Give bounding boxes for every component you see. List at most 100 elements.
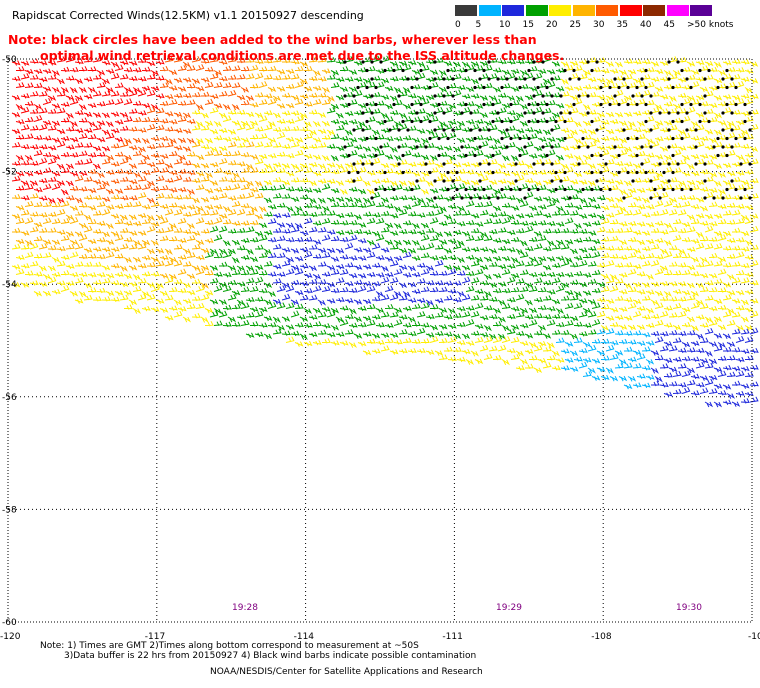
wind-barb — [366, 319, 376, 326]
contamination-circle — [451, 196, 455, 200]
wind-barb — [119, 112, 129, 118]
wind-barb — [677, 330, 687, 337]
wind-barb — [56, 107, 66, 114]
wind-barb — [416, 176, 426, 183]
wind-barb — [582, 104, 591, 111]
wind-barb — [654, 68, 664, 75]
wind-barb — [128, 108, 138, 114]
wind-barb — [704, 176, 714, 182]
wind-barb — [524, 299, 534, 306]
wind-barb — [537, 153, 547, 159]
wind-barb — [87, 168, 97, 175]
wind-barb — [245, 57, 255, 63]
wind-barb — [200, 210, 210, 216]
wind-barb — [96, 172, 106, 179]
wind-barb — [542, 264, 552, 271]
wind-barb — [159, 167, 169, 173]
wind-barb — [132, 240, 142, 246]
wind-barb — [672, 202, 682, 209]
wind-barb — [155, 107, 165, 114]
wind-barb — [114, 290, 124, 296]
wind-barb — [744, 240, 754, 246]
wind-barb — [443, 264, 453, 271]
wind-barb — [344, 76, 354, 82]
wind-barb — [740, 316, 750, 323]
lat-tick-label: -52 — [2, 168, 17, 178]
wind-barb — [501, 325, 510, 332]
wind-barb — [596, 144, 606, 151]
wind-barb — [573, 237, 583, 244]
wind-barb — [353, 299, 363, 305]
wind-barb — [263, 282, 273, 289]
wind-barb — [465, 200, 475, 207]
wind-barb — [600, 338, 610, 345]
wind-barb — [312, 170, 322, 177]
wind-barb — [375, 217, 385, 224]
wind-barb — [609, 68, 619, 74]
wind-barb — [132, 308, 142, 315]
wind-barb — [281, 212, 291, 218]
wind-barb — [362, 211, 372, 217]
contamination-circle — [559, 94, 563, 98]
wind-barb — [132, 87, 142, 94]
wind-barb — [240, 66, 250, 72]
wind-barb — [290, 73, 300, 80]
wind-barb — [695, 347, 705, 354]
wind-barb — [402, 135, 412, 141]
wind-barb — [573, 321, 583, 328]
wind-barb — [231, 82, 241, 88]
wind-barb — [371, 212, 381, 218]
wind-barb — [474, 302, 484, 309]
wind-barb — [204, 237, 214, 244]
wind-barb — [47, 244, 57, 251]
wind-barb — [447, 238, 457, 244]
wind-barb — [195, 302, 205, 309]
wind-barb — [60, 270, 70, 276]
contamination-circle — [698, 68, 702, 73]
wind-barb — [546, 99, 556, 106]
wind-barb — [164, 78, 173, 85]
wind-barb — [267, 153, 277, 159]
wind-barb — [618, 254, 628, 261]
wind-barb — [120, 227, 129, 234]
wind-barb — [582, 202, 592, 208]
wind-barb — [371, 146, 381, 152]
wind-barb — [92, 246, 102, 252]
contamination-circle — [374, 102, 378, 107]
wind-barb — [285, 153, 295, 159]
wind-barb — [569, 60, 579, 67]
wind-barb — [326, 281, 336, 288]
wind-barb — [663, 305, 673, 311]
wind-barb — [137, 212, 147, 219]
wind-barb — [20, 180, 30, 186]
wind-barb — [740, 93, 750, 99]
wind-barb — [276, 86, 286, 92]
wind-barb — [173, 259, 183, 267]
wind-barb — [749, 93, 759, 100]
contamination-circle — [478, 145, 482, 149]
wind-barb — [681, 269, 691, 275]
wind-barb — [740, 110, 750, 117]
wind-barb — [317, 261, 327, 267]
wind-barb — [519, 70, 529, 76]
wind-barb — [146, 293, 156, 301]
wind-barb — [51, 137, 61, 143]
contamination-circle — [532, 162, 536, 166]
contamination-circle — [401, 119, 405, 124]
wind-barb — [708, 305, 718, 312]
contamination-circle — [541, 162, 545, 166]
wind-barb — [533, 243, 543, 250]
contamination-circle — [685, 111, 689, 115]
wind-barb — [119, 91, 129, 98]
contamination-circle — [577, 77, 581, 81]
wind-barb — [407, 144, 417, 151]
wind-barb — [600, 166, 610, 173]
wind-barb — [524, 141, 534, 148]
wind-barb — [281, 126, 291, 132]
wind-barb — [452, 89, 462, 97]
contamination-circle — [383, 187, 387, 192]
wind-barb — [407, 93, 417, 99]
wind-barb — [105, 290, 115, 297]
wind-barb — [218, 281, 228, 288]
contamination-circle — [613, 145, 617, 149]
